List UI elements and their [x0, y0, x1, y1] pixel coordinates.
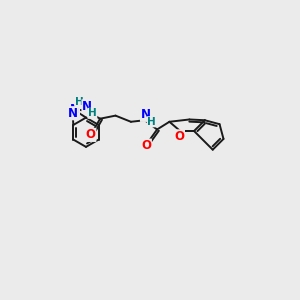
Text: N: N — [140, 108, 151, 121]
Text: N: N — [70, 103, 80, 116]
Text: N: N — [68, 107, 78, 120]
Text: H: H — [88, 108, 97, 118]
Text: O: O — [86, 128, 96, 141]
Text: O: O — [174, 130, 184, 143]
Text: H: H — [75, 97, 84, 107]
Text: O: O — [141, 139, 151, 152]
Text: N: N — [82, 100, 92, 113]
Text: H: H — [147, 117, 156, 127]
